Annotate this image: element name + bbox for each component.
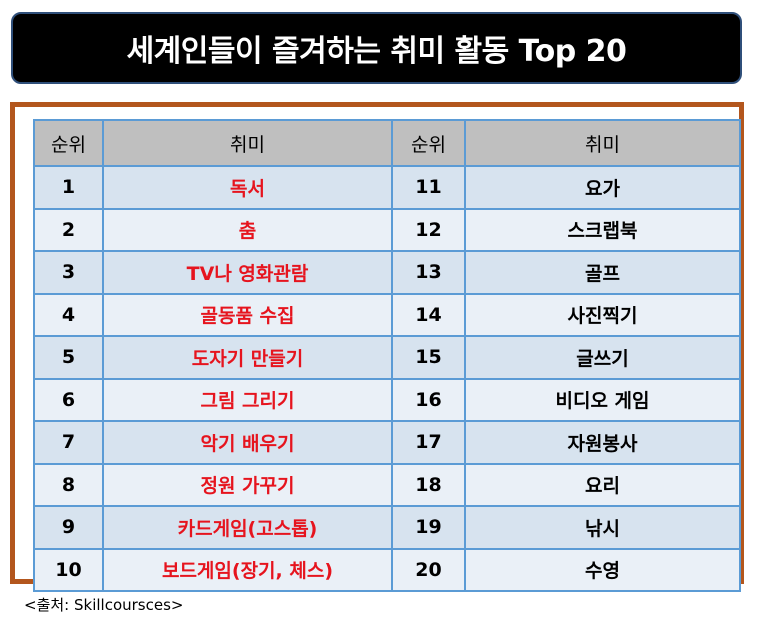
hobby-cell: 스크랩북 — [464, 207, 741, 252]
hobby-cell: 글쓰기 — [464, 335, 741, 380]
rank-cell: 14 — [391, 292, 466, 337]
table-row: 6 그림 그리기 16 비디오 게임 — [33, 377, 741, 422]
hobby-cell: 정원 가꾸기 — [102, 462, 393, 507]
rank-cell: 5 — [33, 335, 104, 380]
table-row: 2 춤 12 스크랩북 — [33, 207, 741, 252]
hobby-cell: 독서 — [102, 165, 393, 210]
source-caption: <출처: Skillcoursces> — [24, 596, 184, 614]
rank-cell: 15 — [391, 335, 466, 380]
rank-cell: 16 — [391, 377, 466, 422]
rank-cell: 9 — [33, 505, 104, 550]
hobby-cell: 골동품 수집 — [102, 292, 393, 337]
hobby-cell: 사진찍기 — [464, 292, 741, 337]
header-rank-left: 순위 — [33, 119, 104, 167]
hobby-cell: TV나 영화관람 — [102, 250, 393, 295]
hobby-cell: 악기 배우기 — [102, 420, 393, 465]
rank-cell: 3 — [33, 250, 104, 295]
rank-cell: 6 — [33, 377, 104, 422]
rank-cell: 17 — [391, 420, 466, 465]
rank-cell: 1 — [33, 165, 104, 210]
hobby-cell: 낚시 — [464, 505, 741, 550]
table-row: 10 보드게임(장기, 체스) 20 수영 — [33, 547, 741, 592]
hobby-cell: 카드게임(고스톱) — [102, 505, 393, 550]
header-hobby-right: 취미 — [464, 119, 741, 167]
page-title: 세계인들이 즐겨하는 취미 활동 Top 20 — [126, 34, 627, 69]
rank-cell: 20 — [391, 547, 466, 592]
table-row: 7 악기 배우기 17 자원봉사 — [33, 420, 741, 465]
rank-cell: 13 — [391, 250, 466, 295]
table-frame: 순위 취미 순위 취미 1 독서 11 요가 2 춤 12 스크랩북 3 TV나… — [10, 102, 744, 592]
rank-cell: 4 — [33, 292, 104, 337]
hobby-cell: 자원봉사 — [464, 420, 741, 465]
hobby-cell: 그림 그리기 — [102, 377, 393, 422]
hobby-cell: 도자기 만들기 — [102, 335, 393, 380]
rank-cell: 8 — [33, 462, 104, 507]
table-row: 1 독서 11 요가 — [33, 165, 741, 210]
rank-cell: 2 — [33, 207, 104, 252]
table-header-row: 순위 취미 순위 취미 — [33, 119, 741, 167]
hobby-cell: 비디오 게임 — [464, 377, 741, 422]
rank-cell: 18 — [391, 462, 466, 507]
table-row: 3 TV나 영화관람 13 골프 — [33, 250, 741, 295]
hobby-cell: 골프 — [464, 250, 741, 295]
rank-cell: 7 — [33, 420, 104, 465]
title-banner: 세계인들이 즐겨하는 취미 활동 Top 20 — [11, 12, 742, 84]
table-row: 5 도자기 만들기 15 글쓰기 — [33, 335, 741, 380]
rank-cell: 11 — [391, 165, 466, 210]
table-row: 4 골동품 수집 14 사진찍기 — [33, 292, 741, 337]
header-hobby-left: 취미 — [102, 119, 393, 167]
rank-cell: 12 — [391, 207, 466, 252]
hobby-cell: 춤 — [102, 207, 393, 252]
hobby-ranking-table: 순위 취미 순위 취미 1 독서 11 요가 2 춤 12 스크랩북 3 TV나… — [33, 119, 741, 592]
rank-cell: 10 — [33, 547, 104, 592]
table-row: 8 정원 가꾸기 18 요리 — [33, 462, 741, 507]
hobby-cell: 요리 — [464, 462, 741, 507]
table-row: 9 카드게임(고스톱) 19 낚시 — [33, 505, 741, 550]
hobby-cell: 요가 — [464, 165, 741, 210]
hobby-cell: 수영 — [464, 547, 741, 592]
header-rank-right: 순위 — [391, 119, 466, 167]
rank-cell: 19 — [391, 505, 466, 550]
hobby-cell: 보드게임(장기, 체스) — [102, 547, 393, 592]
